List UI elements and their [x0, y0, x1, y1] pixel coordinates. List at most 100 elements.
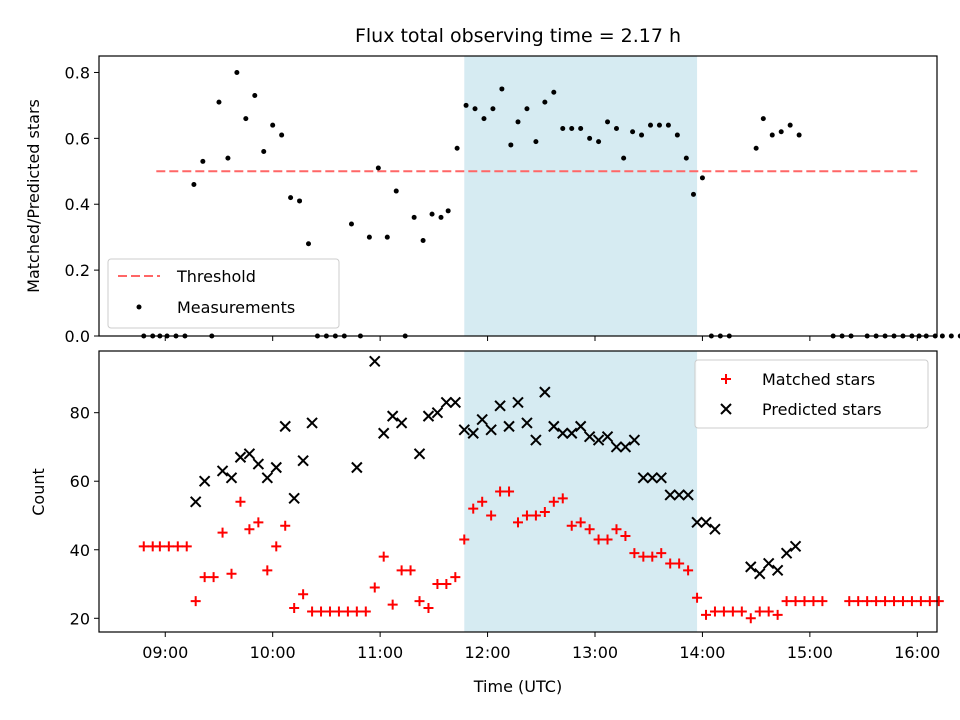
- bottom-series-1-point-15: [377, 427, 390, 439]
- bottom-series-1-point-26: [485, 424, 497, 436]
- bottom-series-1-point-56: [780, 547, 793, 559]
- bottom-series-0-point-9: [217, 527, 228, 538]
- bottom-series-1-point-11: [297, 454, 309, 467]
- bottom-panel: 20 40 60 80 09:00 10:00 11:00 12:00 13:00 14:00 15…: [70, 350, 944, 662]
- bottom-series-0-point-22: [333, 606, 344, 617]
- bottom-series-0-point-84: [906, 596, 917, 607]
- bottom-series-1-point-6: [252, 458, 265, 470]
- top-series-0-point-36: [454, 145, 460, 151]
- top-series-0-point-39: [481, 116, 487, 122]
- top-series-0-point-70: [769, 132, 775, 138]
- bottom-series-0-point-68: [745, 613, 756, 624]
- bottom-series-0-point-37: [468, 503, 479, 514]
- top-y-tick-label-3: 0.6: [65, 129, 90, 148]
- top-series-0-point-51: [587, 135, 593, 141]
- top-series-0-point-42: [508, 142, 514, 148]
- bottom-series-0-point-34: [441, 579, 452, 590]
- bottom-series-0-point-63: [701, 609, 712, 620]
- bottom-series-1-point-1: [198, 475, 211, 487]
- bottom-series-0-point-5: [181, 541, 192, 552]
- top-series-0-point-50: [578, 125, 584, 131]
- bottom-y-axis-label: Count: [29, 468, 48, 516]
- bottom-series-0-point-73: [790, 596, 801, 607]
- bottom-series-0-point-59: [665, 558, 676, 569]
- bottom-series-0-point-20: [316, 606, 327, 617]
- bottom-series-0-point-87: [933, 596, 944, 607]
- top-series-0-point-32: [420, 237, 426, 243]
- bottom-series-0-point-64: [709, 606, 720, 617]
- bottom-series-1-point-14: [369, 355, 381, 367]
- bottom-series-0-point-47: [557, 493, 568, 504]
- top-series-0-point-55: [621, 155, 627, 161]
- bottom-series-1-point-57: [789, 540, 802, 553]
- bottom-series-1-point-39: [601, 430, 614, 443]
- bottom-series-0-point-67: [736, 606, 747, 617]
- bottom-series-0-point-60: [674, 558, 685, 569]
- bottom-series-0-point-0: [138, 541, 149, 552]
- bottom-axes-frame: [98, 350, 938, 633]
- bottom-series-0-point-66: [727, 606, 738, 617]
- top-series-0-point-49: [569, 125, 575, 131]
- top-series-0-point-87: [948, 333, 954, 339]
- bottom-series-0-point-80: [871, 596, 882, 607]
- top-series-0-point-33: [429, 211, 435, 217]
- top-series-0-point-26: [366, 234, 372, 240]
- bottom-series-0-point-46: [548, 496, 559, 507]
- bottom-series-0-point-14: [262, 565, 273, 576]
- bottom-series-0-point-33: [432, 579, 443, 590]
- bottom-series-0-point-39: [486, 510, 497, 521]
- bottom-series-0-point-23: [342, 606, 353, 617]
- top-series-0-point-62: [683, 155, 689, 161]
- bottom-series-0-point-29: [396, 565, 407, 576]
- top-series-0-point-46: [542, 99, 548, 105]
- bottom-series-0-point-71: [772, 609, 783, 620]
- bottom-series-0-point-35: [450, 572, 461, 583]
- top-series-0-point-58: [648, 122, 654, 128]
- bottom-series-1-point-50: [700, 516, 712, 529]
- top-legend-box: [107, 258, 340, 329]
- bottom-x-tick-label-0: 09:00: [142, 643, 188, 662]
- legend-predicted-label: Predicted stars: [762, 400, 882, 419]
- bottom-series-0-point-55: [629, 548, 640, 559]
- bottom-series-0-point-24: [351, 606, 362, 617]
- bottom-series-1-point-3: [225, 472, 238, 484]
- bottom-series-1-point-46: [664, 489, 676, 501]
- bottom-series-1-point-49: [691, 516, 703, 529]
- bottom-y-tick-label-0: 20: [70, 609, 90, 628]
- bottom-series-1-point-25: [476, 413, 488, 426]
- top-series-0-point-48: [560, 125, 566, 131]
- bottom-series-1-point-29: [512, 396, 524, 409]
- top-series-0-point-60: [665, 122, 671, 128]
- bottom-series-1-point-16: [386, 410, 399, 422]
- top-series-0-point-35: [445, 208, 451, 214]
- bottom-series-0-point-45: [539, 507, 550, 518]
- top-series-0-point-56: [630, 129, 636, 135]
- bottom-series-1-point-51: [709, 523, 721, 535]
- bottom-series-0-point-48: [566, 520, 577, 531]
- top-series-0-point-11: [234, 69, 240, 75]
- top-series-0-point-47: [551, 89, 557, 95]
- top-series-0-point-10: [225, 155, 231, 161]
- top-y-tick-label-1: 0.2: [65, 261, 90, 280]
- bottom-series-0-point-78: [853, 596, 864, 607]
- bottom-series-0-point-74: [799, 596, 810, 607]
- top-series-0-point-14: [261, 149, 267, 155]
- top-series-0-point-63: [690, 191, 696, 197]
- top-series-0-point-6: [191, 181, 197, 187]
- bottom-series-0-point-36: [459, 534, 470, 545]
- bottom-x-tick-label-4: 13:00: [572, 643, 618, 662]
- figure-title: Flux total observing time = 2.17 h: [355, 25, 681, 47]
- top-series-0-point-15: [270, 122, 276, 128]
- legend-measurements-label: Measurements: [177, 298, 295, 317]
- legend-predicted-swatch: [720, 403, 732, 415]
- bottom-series-0-point-7: [199, 572, 210, 583]
- top-series-0-point-40: [490, 106, 496, 112]
- bottom-series-0-point-51: [593, 534, 604, 545]
- bottom-series-0-point-72: [781, 596, 792, 607]
- bottom-series-0-point-76: [817, 596, 828, 607]
- bottom-series-0-point-19: [307, 606, 318, 617]
- bottom-series-0-point-85: [915, 596, 926, 607]
- bottom-series-1-point-18: [413, 448, 426, 460]
- bottom-series-0-point-77: [844, 596, 855, 607]
- top-y-axis-label: Matched/Predicted stars: [24, 99, 43, 293]
